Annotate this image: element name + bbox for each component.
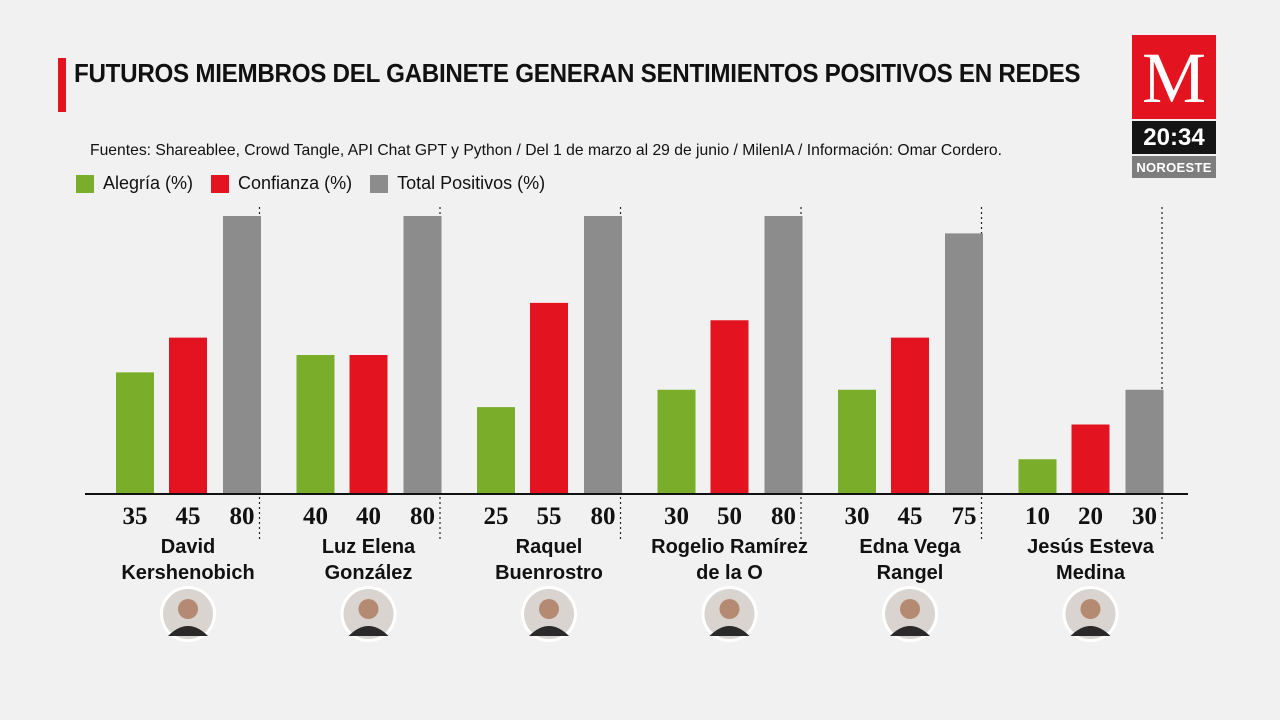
value-label-confianza: 20 bbox=[1078, 503, 1103, 530]
value-label-confianza: 40 bbox=[356, 503, 381, 530]
category-label: Raquel bbox=[516, 536, 583, 558]
value-label-confianza: 45 bbox=[898, 503, 923, 530]
avatar-head bbox=[178, 599, 198, 619]
legend-swatch-total bbox=[370, 174, 389, 193]
bars bbox=[116, 216, 1164, 494]
page-title: FUTUROS MIEMBROS DEL GABINETE GENERAN SE… bbox=[74, 58, 1081, 88]
bar-alegria bbox=[838, 389, 876, 494]
avatar-head bbox=[900, 599, 920, 619]
avatar-body bbox=[1070, 626, 1111, 636]
bar-total bbox=[945, 233, 983, 494]
category-label: de la O bbox=[696, 562, 763, 584]
bar-total bbox=[764, 216, 803, 494]
avatar-body bbox=[709, 626, 750, 636]
value-label-alegria: 10 bbox=[1025, 503, 1050, 530]
value-label-total: 75 bbox=[952, 503, 977, 530]
value-label-confianza: 50 bbox=[717, 503, 742, 530]
value-label-total: 80 bbox=[410, 503, 435, 530]
title-accent-bar bbox=[58, 58, 66, 112]
clock-time: 20:34 bbox=[1132, 121, 1216, 154]
avatar-head bbox=[1080, 599, 1101, 619]
bar-confianza bbox=[891, 337, 929, 494]
avatar bbox=[701, 586, 758, 642]
category-labels: David Kershenobich Luz Elena González Raquel… bbox=[121, 536, 1154, 584]
category-label: Rogelio Ramírez bbox=[651, 536, 808, 558]
channel-logo: M 20:34 NOROESTE bbox=[1132, 35, 1216, 178]
bar-alegria bbox=[116, 372, 154, 494]
avatar-head bbox=[719, 599, 740, 619]
value-label-alegria: 30 bbox=[664, 503, 689, 530]
value-label-total: 80 bbox=[591, 503, 616, 530]
avatar bbox=[340, 586, 397, 642]
bar-total bbox=[1125, 389, 1164, 494]
value-label-confianza: 55 bbox=[537, 503, 562, 530]
category-label: David bbox=[161, 536, 215, 558]
value-label-alegria: 35 bbox=[123, 503, 148, 530]
category-label: González bbox=[325, 562, 413, 584]
avatar-body bbox=[529, 626, 569, 636]
value-label-total: 80 bbox=[230, 503, 255, 530]
avatars bbox=[160, 586, 1119, 642]
logo-m-glyph: M bbox=[1142, 38, 1206, 118]
milenio-logo-icon: M bbox=[1132, 35, 1216, 119]
bar-confianza bbox=[349, 355, 388, 494]
avatar bbox=[160, 586, 216, 642]
bar-confianza bbox=[169, 337, 207, 494]
value-labels: 35 45 80 40 40 80 25 55 80 30 50 80 30 45 75 10 20 30 bbox=[123, 503, 1158, 530]
value-label-confianza: 45 bbox=[176, 503, 201, 530]
avatar-body bbox=[348, 626, 389, 636]
value-label-alegria: 40 bbox=[303, 503, 328, 530]
legend-item-confianza: Confianza (%) bbox=[211, 173, 352, 194]
legend-swatch-alegria bbox=[76, 174, 94, 193]
logo-letter: M bbox=[1142, 38, 1206, 118]
value-label-total: 30 bbox=[1132, 503, 1157, 530]
bar-confianza bbox=[1071, 424, 1110, 494]
avatar bbox=[882, 586, 938, 642]
category-label: Luz Elena bbox=[322, 536, 416, 558]
legend-label-alegria: Alegría (%) bbox=[103, 173, 194, 193]
avatar-head bbox=[358, 599, 379, 619]
legend-item-alegria: Alegría (%) bbox=[76, 173, 193, 194]
channel-name: NOROESTE bbox=[1132, 156, 1216, 178]
value-label-alegria: 25 bbox=[484, 503, 509, 530]
value-label-total: 80 bbox=[771, 503, 796, 530]
value-label-alegria: 30 bbox=[845, 503, 870, 530]
avatar bbox=[1062, 586, 1119, 642]
category-label: Rangel bbox=[877, 562, 944, 584]
category-label: Medina bbox=[1056, 562, 1126, 584]
bar-total bbox=[403, 216, 442, 494]
category-label: Edna Vega bbox=[859, 536, 961, 558]
category-label: Buenrostro bbox=[495, 562, 603, 584]
bar-confianza bbox=[530, 302, 568, 494]
bar-alegria bbox=[657, 389, 696, 494]
category-label: Kershenobich bbox=[121, 562, 254, 584]
legend-label-confianza: Confianza (%) bbox=[238, 173, 353, 193]
bar-total bbox=[584, 216, 622, 494]
bar-total bbox=[223, 216, 261, 494]
bar-confianza bbox=[710, 320, 749, 494]
legend-label-total: Total Positivos (%) bbox=[397, 173, 546, 193]
category-label: Jesús Esteva bbox=[1027, 536, 1155, 558]
avatar-body bbox=[890, 626, 930, 636]
avatar-body bbox=[168, 626, 208, 636]
bar-alegria bbox=[477, 407, 515, 494]
legend-item-total: Total Positivos (%) bbox=[370, 173, 545, 194]
avatar bbox=[521, 586, 577, 642]
chart-legend: Alegría (%) Confianza (%) Total Positivo… bbox=[76, 173, 563, 194]
avatar-head bbox=[539, 599, 559, 619]
bar-alegria bbox=[1018, 459, 1057, 494]
bar-alegria bbox=[296, 355, 335, 494]
source-note: Fuentes: Shareablee, Crowd Tangle, API C… bbox=[90, 142, 1002, 159]
legend-swatch-confianza bbox=[211, 174, 230, 193]
